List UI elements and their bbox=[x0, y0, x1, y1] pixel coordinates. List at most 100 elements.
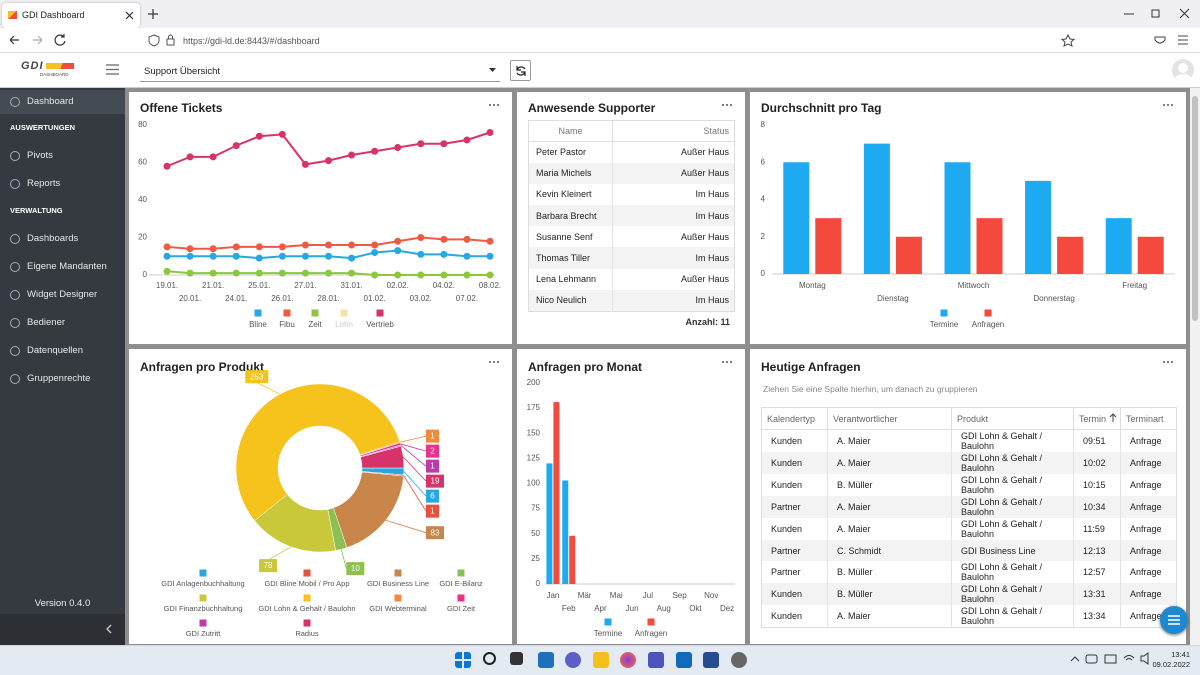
nav-item[interactable]: Datenquellen bbox=[0, 339, 125, 363]
widget-title: Anfragen pro Produkt bbox=[140, 360, 265, 374]
nav-label: Bediener bbox=[27, 317, 66, 328]
widget: Durchschnitt pro Tag bbox=[750, 92, 1186, 344]
table-row: Partner C. Schmidt GDI Business Line 12:13 A… bbox=[761, 540, 1177, 562]
table-cell: Kunden bbox=[761, 452, 828, 474]
table-cell: B. Müller bbox=[827, 561, 952, 584]
scrollbar[interactable] bbox=[1190, 88, 1200, 645]
nav-label: Datenquellen bbox=[27, 345, 83, 356]
table-cell: Anfrage bbox=[1120, 561, 1177, 584]
widget-menu[interactable] bbox=[721, 102, 733, 108]
logo-mark bbox=[46, 63, 74, 69]
widget-menu[interactable] bbox=[488, 359, 500, 365]
nav-item[interactable]: Reports bbox=[0, 172, 125, 196]
start-button[interactable] bbox=[455, 652, 471, 668]
widget: Anfragen pro Monat bbox=[517, 349, 745, 644]
column-header[interactable]: Kalendertyp bbox=[761, 407, 828, 430]
table-row: Kunden A. Maier GDI Lohn & Gehalt / Bauloh… bbox=[761, 452, 1177, 474]
taskbar-app[interactable] bbox=[648, 652, 664, 668]
menu-toggle[interactable] bbox=[106, 64, 119, 75]
table-cell: Partner bbox=[761, 561, 828, 584]
nav-label: Gruppenrechte bbox=[27, 373, 91, 384]
table-cell: Anfrage bbox=[1120, 452, 1177, 474]
column-header[interactable]: Verantwortlicher bbox=[827, 407, 952, 430]
group-hint: Ziehen Sie eine Spalte hierhin, um danac… bbox=[763, 384, 978, 394]
url-bar[interactable]: https://gdi-ld.de:8443/#/dashboard bbox=[183, 36, 320, 46]
column-header-label: Terminart bbox=[1126, 413, 1164, 424]
nav-icon bbox=[10, 346, 20, 356]
widget-menu[interactable] bbox=[488, 102, 500, 108]
widget-menu[interactable] bbox=[721, 359, 733, 365]
column-header[interactable]: Terminart bbox=[1120, 407, 1177, 430]
column-header-label: Produkt bbox=[957, 413, 989, 424]
window-controls[interactable] bbox=[1110, 4, 1200, 24]
widget-title: Anfragen pro Monat bbox=[528, 360, 642, 374]
table-cell: Partner bbox=[761, 540, 828, 562]
column-header[interactable]: Produkt bbox=[951, 407, 1074, 430]
system-tray[interactable] bbox=[1068, 650, 1158, 668]
nav-item[interactable]: Gruppenrechte bbox=[0, 367, 125, 391]
nav-icons[interactable] bbox=[0, 28, 1200, 53]
taskbar-app[interactable] bbox=[620, 652, 636, 668]
widget-title: Durchschnitt pro Tag bbox=[761, 101, 882, 115]
table-cell: Barbara Brecht bbox=[528, 205, 613, 227]
widget-title: Heutige Anfragen bbox=[761, 360, 861, 374]
taskbar-app[interactable] bbox=[676, 652, 692, 668]
table-row: Kunden A. Maier GDI Lohn & Gehalt / Bauloh… bbox=[761, 605, 1177, 628]
table-cell: Außer Haus bbox=[680, 231, 729, 242]
tab-bar bbox=[0, 0, 1200, 28]
table-row: Susanne Senf Außer Haus bbox=[528, 226, 735, 248]
refresh-button[interactable] bbox=[510, 60, 531, 81]
nav-item[interactable]: Widget Designer bbox=[0, 283, 125, 307]
table-cell: A. Maier bbox=[827, 429, 952, 452]
nav-label: Eigene Mandanten bbox=[27, 261, 107, 272]
sidebar: Dashboard Version 0.4.0 AUSWERTUNGEN Pivo… bbox=[0, 88, 125, 645]
nav-item[interactable]: Eigene Mandanten bbox=[0, 255, 125, 279]
table-cell: A. Maier bbox=[827, 496, 952, 518]
column-header[interactable]: Status bbox=[612, 120, 735, 142]
taskbar-app[interactable] bbox=[565, 652, 581, 668]
nav-item[interactable]: Dashboard bbox=[0, 90, 125, 114]
new-tab[interactable] bbox=[148, 9, 158, 19]
nav-item[interactable]: Dashboards bbox=[0, 227, 125, 251]
widget: Anfragen pro Produkt bbox=[129, 349, 512, 644]
view-select[interactable]: Support Übersicht bbox=[140, 60, 500, 82]
table-cell: Kunden bbox=[761, 583, 828, 606]
nav-item[interactable]: Bediener bbox=[0, 311, 125, 335]
taskbar-app[interactable] bbox=[703, 652, 719, 668]
logo[interactable]: GDI bbox=[21, 60, 44, 72]
widget-menu[interactable] bbox=[1162, 102, 1174, 108]
tab-close[interactable] bbox=[125, 11, 134, 20]
table-cell: Susanne Senf bbox=[528, 226, 613, 248]
column-header[interactable]: Termin bbox=[1073, 407, 1121, 430]
requests-table: Kalendertyp Verantwortlicher Produkt Termin… bbox=[761, 407, 1177, 629]
user-avatar[interactable] bbox=[1172, 59, 1194, 81]
table-cell: A. Maier bbox=[827, 452, 952, 474]
taskbar-app[interactable] bbox=[593, 652, 609, 668]
supporters-table: Name Status Peter Pastor Außer Haus Maria Mi… bbox=[528, 120, 735, 312]
widget-menu[interactable] bbox=[1162, 359, 1174, 365]
fab-menu[interactable] bbox=[1160, 606, 1188, 634]
browser-tab[interactable]: GDI Dashboard bbox=[2, 3, 140, 28]
column-header-label: Termin bbox=[1079, 414, 1107, 424]
nav-item[interactable]: Pivots bbox=[0, 144, 125, 168]
table-cell: Anfrage bbox=[1120, 540, 1177, 562]
sort-icon[interactable] bbox=[1109, 413, 1117, 422]
version: Version 0.4.0 bbox=[34, 598, 91, 609]
taskview-button[interactable] bbox=[510, 652, 523, 665]
column-header[interactable]: Name bbox=[528, 120, 613, 142]
search-button[interactable] bbox=[483, 652, 496, 665]
table-cell: A. Maier bbox=[827, 605, 952, 628]
table-cell: Maria Michels bbox=[528, 162, 613, 184]
table-row: Kunden B. Müller GDI Lohn & Gehalt / Baulo… bbox=[761, 474, 1177, 496]
refresh-icon bbox=[516, 66, 526, 76]
column-header-label: Kalendertyp bbox=[767, 413, 816, 424]
favicon bbox=[8, 11, 17, 19]
widget-title: Offene Tickets bbox=[140, 101, 223, 115]
taskbar-app[interactable] bbox=[538, 652, 554, 668]
table-cell: A. Maier bbox=[827, 518, 952, 540]
taskbar-app[interactable] bbox=[731, 652, 747, 668]
table-cell: Thomas Tiller bbox=[528, 247, 613, 269]
collapse-bar[interactable] bbox=[0, 614, 125, 645]
widget-title: Anwesende Supporter bbox=[528, 101, 656, 115]
table-cell: GDI Lohn & Gehalt / Baulohn bbox=[951, 518, 1074, 540]
